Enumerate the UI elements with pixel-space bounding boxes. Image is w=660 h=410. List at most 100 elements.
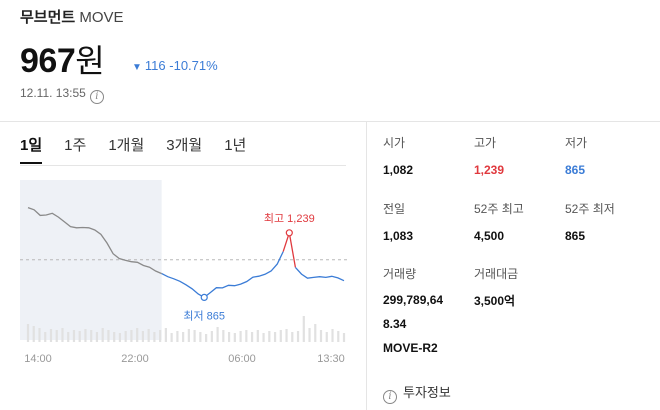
info-icon[interactable]: i: [89, 90, 104, 104]
tab-3m[interactable]: 3개월: [166, 137, 203, 154]
volume-bar: [182, 332, 185, 342]
stat-value: 3,500억: [474, 294, 516, 308]
stat-label: 전일: [383, 202, 406, 216]
volume-line: MOVE-R2: [383, 341, 438, 355]
price-chart[interactable]: 최고 1,239 최저 865 14:00 22:00 06:00 13:30: [20, 180, 350, 370]
stat-trade-amount: 거래대금 3,500억: [474, 265, 569, 311]
volume-bar: [90, 330, 93, 342]
volume-bar: [291, 332, 294, 342]
volume-bar: [210, 331, 213, 342]
price-line-after: [161, 251, 284, 299]
volume-bar: [337, 331, 340, 342]
volume-bar: [141, 331, 145, 342]
volume-bar: [147, 329, 150, 342]
volume-bar: [95, 332, 99, 342]
invest-info-link[interactable]: i 투자정보: [383, 382, 451, 404]
low-marker: [200, 293, 208, 302]
price-change: ▼ 116 -10.71%: [132, 58, 218, 73]
price-line-after: [294, 266, 345, 282]
volume-bar: [187, 329, 190, 342]
divider: [366, 122, 367, 410]
stat-volume: 거래량 299,789,64 8.34 MOVE-R2: [383, 265, 478, 358]
volume-bar: [268, 331, 271, 342]
volume-bar: [222, 330, 225, 342]
stat-value: 299,789,64 8.34 MOVE-R2: [383, 290, 478, 358]
volume-bar: [239, 331, 242, 342]
volume-bar: [308, 328, 311, 342]
tab-1m[interactable]: 1개월: [108, 137, 145, 154]
x-tick-label: 14:00: [24, 353, 52, 365]
down-triangle-icon: ▼: [132, 62, 142, 73]
tab-1y[interactable]: 1년: [224, 137, 247, 154]
volume-bar: [153, 332, 156, 342]
volume-bar: [26, 324, 30, 342]
price-line-spike: [282, 232, 297, 268]
volume-bar: [342, 333, 346, 342]
volume-bar: [130, 330, 133, 342]
price-unit: 원: [75, 43, 105, 79]
stat-value: 1,082: [383, 163, 414, 177]
stat-value: 1,083: [383, 229, 414, 243]
stat-value: 865: [565, 163, 586, 177]
volume-bar: [84, 329, 87, 342]
low-annotation: 최저 865: [183, 309, 225, 322]
volume-bar: [38, 328, 41, 342]
stat-value: 4,500: [474, 229, 505, 243]
volume-bar: [61, 328, 64, 342]
volume-bar: [101, 328, 104, 342]
volume-bar: [124, 331, 127, 342]
change-percent: -10.71%: [169, 58, 218, 73]
stat-label: 거래대금: [474, 267, 519, 281]
volume-bar: [285, 329, 288, 342]
divider: [0, 121, 660, 122]
volume-bar: [325, 332, 328, 342]
chart-shade: [20, 180, 162, 340]
coin-header: 무브먼트 MOVE 967원 ▼ 116 -10.71% 12.11. 13:55…: [20, 0, 640, 120]
volume-bar: [233, 333, 236, 342]
price-value: 967: [20, 42, 76, 80]
volume-bar: [159, 330, 162, 342]
stat-label: 고가: [474, 136, 497, 150]
volume-bar: [250, 332, 254, 342]
volume-bar: [319, 330, 323, 342]
volume-bar: [314, 324, 317, 342]
volume-bar: [44, 332, 47, 342]
volume-bar: [262, 333, 265, 342]
volume-bar: [170, 333, 173, 342]
stat-low: 저가 865: [565, 134, 660, 180]
volume-bar: [72, 330, 76, 342]
x-tick-label: 06:00: [228, 353, 256, 365]
high-marker: [285, 229, 293, 237]
stat-label: 저가: [565, 136, 588, 150]
volume-bar: [113, 332, 116, 342]
current-price: 967원: [20, 36, 105, 82]
volume-bar: [193, 330, 196, 342]
change-amount: 116: [144, 58, 166, 73]
stat-label: 거래량: [383, 267, 417, 281]
volume-bar: [49, 329, 53, 342]
volume-bar: [273, 332, 277, 342]
stat-open: 시가 1,082: [383, 134, 478, 180]
tab-1w[interactable]: 1주: [64, 137, 87, 154]
volume-bar: [296, 331, 300, 342]
stat-label: 시가: [383, 136, 406, 150]
high-annotation: 최고 1,239: [264, 212, 315, 225]
tab-1d[interactable]: 1일: [20, 134, 43, 164]
stat-value: 1,239: [474, 163, 505, 177]
stat-label: 52주 최저: [565, 202, 615, 216]
volume-bar: [227, 332, 231, 342]
volume-line: 8.34: [383, 317, 407, 331]
volume-bar: [302, 316, 305, 342]
stat-52w-high: 52주 최고 4,500: [474, 200, 569, 246]
volume-bar: [256, 330, 259, 342]
period-tabs: 1일 1주 1개월 3개월 1년: [20, 134, 268, 164]
stat-value: 865: [565, 229, 586, 243]
volume-bar: [331, 329, 334, 342]
invest-info-label: 투자정보: [403, 385, 451, 400]
coin-symbol: MOVE: [79, 9, 124, 26]
x-tick-label: 22:00: [121, 353, 149, 365]
volume-bar: [67, 332, 70, 342]
stat-label: 52주 최고: [474, 202, 524, 216]
price-line-before: [27, 206, 162, 275]
stat-high: 고가 1,239: [474, 134, 569, 180]
